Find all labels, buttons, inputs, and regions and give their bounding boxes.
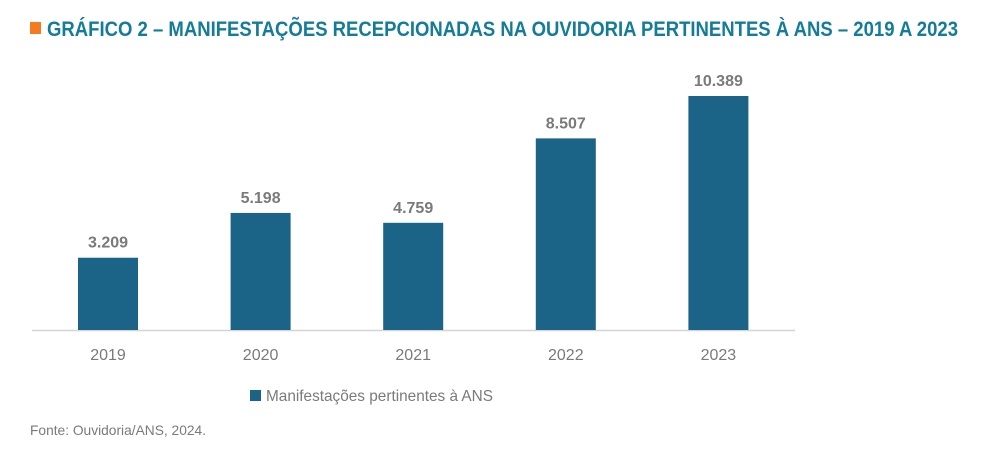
data-label-2020: 5.198 xyxy=(241,190,281,207)
legend-label: Manifestações pertinentes à ANS xyxy=(266,388,493,405)
data-label-2019: 3.209 xyxy=(88,235,128,252)
bar-2022 xyxy=(535,138,596,330)
x-tick-label-2021: 2021 xyxy=(395,347,431,364)
chart-title: GRÁFICO 2 – MANIFESTAÇÕES RECEPCIONADAS … xyxy=(47,17,958,41)
source-note: Fonte: Ouvidoria/ANS, 2024. xyxy=(30,422,206,438)
x-tick-label-2023: 2023 xyxy=(701,347,737,364)
data-label-2021: 4.759 xyxy=(393,200,433,217)
x-tick-label-2020: 2020 xyxy=(243,347,279,364)
x-tick-label-2019: 2019 xyxy=(90,347,126,364)
data-label-2023: 10.389 xyxy=(694,73,743,90)
legend-swatch xyxy=(250,390,261,401)
bar-2019 xyxy=(78,257,138,330)
data-label-2022: 8.507 xyxy=(546,115,586,132)
title-marker xyxy=(30,22,41,34)
x-tick-label-2022: 2022 xyxy=(548,347,584,364)
bar-2020 xyxy=(230,212,291,330)
bar-2021 xyxy=(383,222,444,330)
bar-2023 xyxy=(688,96,749,330)
